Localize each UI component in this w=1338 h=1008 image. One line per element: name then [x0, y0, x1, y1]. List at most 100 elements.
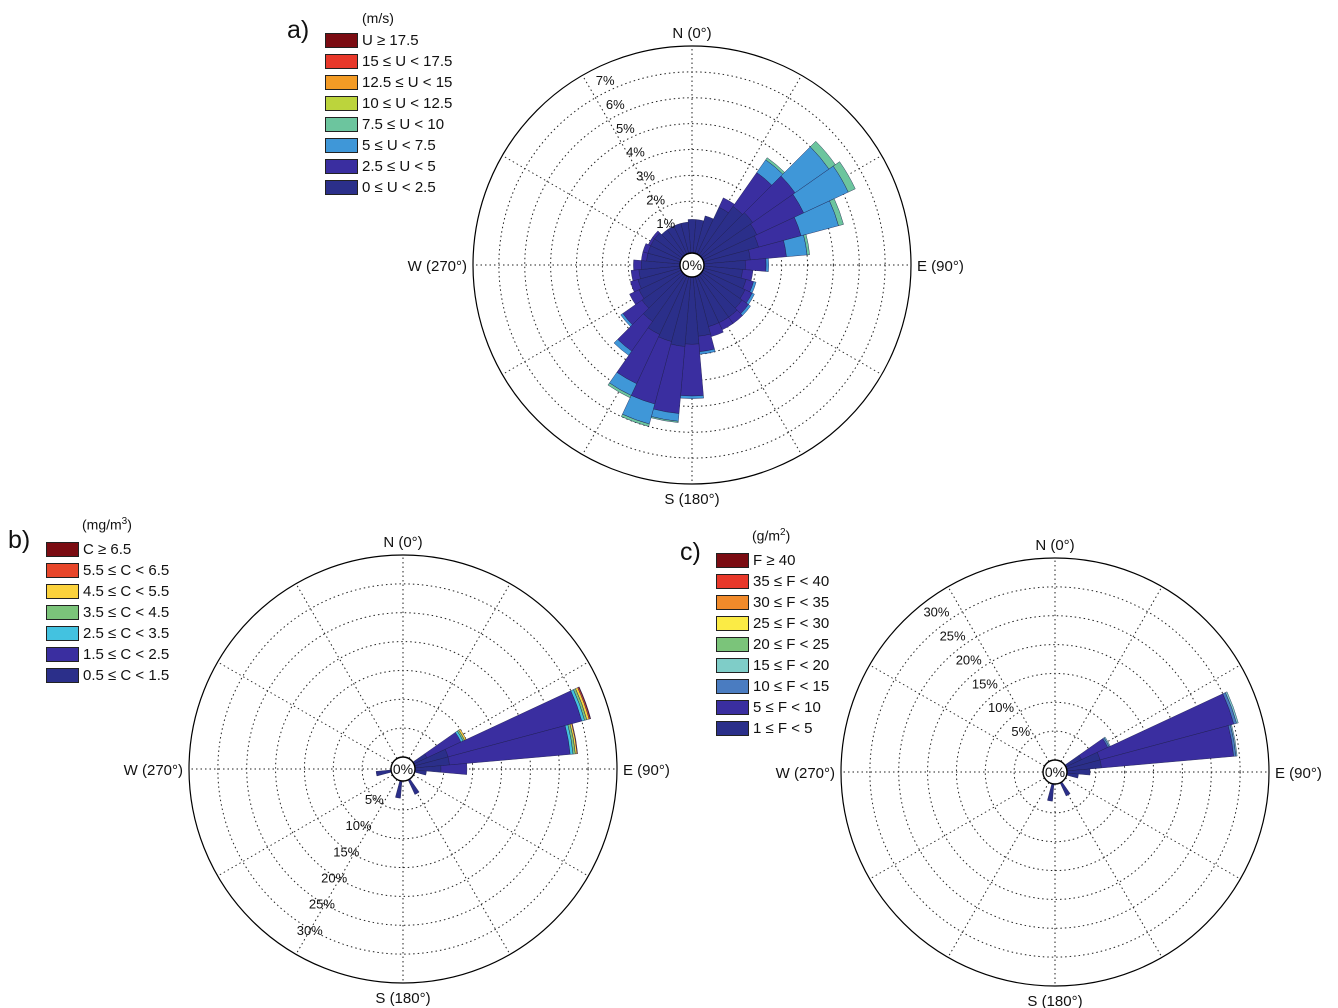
- grid-spoke: [869, 777, 1045, 880]
- legend-swatch: [46, 647, 79, 662]
- rose-bar-segment: [630, 269, 641, 282]
- legend-entry-label: 0.5 ≤ C < 1.5: [83, 667, 170, 684]
- grid-spoke: [869, 664, 1045, 767]
- rose-bar-segment: [829, 198, 844, 226]
- ring-label: 30%: [297, 923, 323, 938]
- legend-swatch: [46, 668, 79, 683]
- rose-bar-segment: [607, 382, 632, 399]
- direction-label-w: W (270°): [124, 762, 183, 779]
- grid-spoke: [582, 75, 687, 255]
- center-hole: [1042, 759, 1068, 785]
- grid-ring: [217, 583, 589, 955]
- legend-swatch: [325, 33, 358, 48]
- legend-entry-label: 0 ≤ U < 2.5: [362, 179, 436, 196]
- legend-entry-label: 1 ≤ F < 5: [753, 720, 813, 737]
- direction-label-s: S (180°): [664, 491, 719, 508]
- direction-label-e: E (90°): [917, 258, 964, 275]
- outer-ring: [188, 554, 618, 984]
- panel-label-c: c): [680, 538, 701, 566]
- rose-bar-segment: [680, 395, 704, 399]
- rose-bar-segment: [1066, 772, 1079, 779]
- legend-entry-label: 12.5 ≤ U < 15: [362, 74, 453, 91]
- center-label: 0%: [393, 761, 413, 777]
- legend-swatch: [46, 542, 79, 557]
- ring-label: 20%: [321, 870, 347, 885]
- grid-ring: [984, 701, 1126, 843]
- legend-entry-label: 2.5 ≤ C < 3.5: [83, 625, 170, 642]
- legend-swatch: [46, 584, 79, 599]
- legend-swatch: [325, 75, 358, 90]
- rose-bar-segment: [407, 778, 420, 795]
- legend-entry-label: 20 ≤ F < 25: [753, 636, 830, 653]
- direction-label-s: S (180°): [1027, 993, 1082, 1008]
- outer-ring: [472, 45, 912, 485]
- legend-entry-label: 3.5 ≤ C < 4.5: [83, 604, 170, 621]
- grid-ring: [332, 698, 474, 840]
- legend-units-a: (m/s): [362, 10, 394, 26]
- center-label: 0%: [682, 257, 702, 273]
- ring-label: 1%: [656, 216, 675, 231]
- wind-rose-1: 0% 1% 2% 3% 4% 5% 6% 7% N (0°) S (180°) E (90°) W (…: [408, 25, 964, 508]
- legend-swatch: [325, 159, 358, 174]
- legend-swatch: [716, 553, 749, 568]
- legend-entry-label: 30 ≤ F < 35: [753, 594, 830, 611]
- wind-rose-2: 0% 5% 10% 15% 20% 25% 30% N (0°) S (180°) E (90°)…: [124, 534, 670, 1007]
- rose-bar-segment: [414, 769, 427, 776]
- ring-label: 20%: [956, 652, 982, 667]
- rose-bar-segment: [395, 780, 403, 799]
- direction-label-w: W (270°): [776, 765, 835, 782]
- ring-label: 5%: [1011, 724, 1030, 739]
- wind-rose-3: 0% 5% 10% 15% 20% 25% 30% N (0°) S (180°) E (90°)…: [776, 537, 1322, 1008]
- center-label: 0%: [1045, 764, 1065, 780]
- legend-c: c) (g/m2) F ≥ 40 35 ≤ F < 40 30 ≤ F < 35…: [680, 527, 880, 747]
- grid-ring: [275, 641, 531, 897]
- rose-bar-segment: [633, 259, 642, 271]
- direction-label-n: N (0°): [383, 534, 422, 551]
- rose-bar-segment: [440, 763, 468, 775]
- legend-swatch: [325, 117, 358, 132]
- legend-entry-label: 10 ≤ F < 15: [753, 678, 830, 695]
- grid-spoke: [697, 275, 802, 455]
- grid-ring: [927, 644, 1183, 900]
- legend-swatch: [325, 138, 358, 153]
- rose-bar-segment: [803, 234, 810, 256]
- direction-label-w: W (270°): [408, 258, 467, 275]
- ring-label: 6%: [606, 97, 625, 112]
- legend-swatch: [325, 180, 358, 195]
- rose-bar-segment: [765, 258, 769, 272]
- ring-label: 5%: [365, 792, 384, 807]
- rose-bar-segment: [652, 230, 661, 240]
- legend-entry-label: 10 ≤ U < 12.5: [362, 95, 453, 112]
- grid-ring: [524, 97, 860, 433]
- legend-swatch: [325, 54, 358, 69]
- center-hole: [679, 252, 705, 278]
- rose-bar-segment: [698, 333, 715, 352]
- rose-bar-segment: [1230, 724, 1238, 757]
- grid-spoke: [697, 75, 802, 255]
- ring-label: 3%: [636, 169, 655, 184]
- legend-entry-label: U ≥ 17.5: [362, 32, 419, 49]
- legend-entry-label: 35 ≤ F < 40: [753, 573, 830, 590]
- direction-label-e: E (90°): [623, 762, 670, 779]
- legend-swatch: [46, 563, 79, 578]
- ring-label: 25%: [309, 897, 335, 912]
- legend-entry-label: 5 ≤ U < 7.5: [362, 137, 436, 154]
- grid-ring: [1013, 730, 1097, 814]
- rose-bar-segment: [578, 686, 591, 720]
- legend-units-c: (g/m2): [752, 527, 791, 544]
- grid-ring: [869, 586, 1241, 958]
- rose-bar-segment: [571, 723, 578, 754]
- direction-label-e: E (90°): [1275, 765, 1322, 782]
- legend-entry-label: 15 ≤ F < 20: [753, 657, 830, 674]
- ring-label: 15%: [333, 844, 359, 859]
- ring-label: 15%: [972, 676, 998, 691]
- legend-a: a) (m/s) U ≥ 17.5 15 ≤ U < 17.5 12.5 ≤ U…: [287, 10, 517, 210]
- rose-bar-segment: [832, 161, 856, 193]
- rose-bar-segment: [1225, 691, 1239, 724]
- rose-bar-segment: [620, 313, 633, 327]
- ring-label: 10%: [988, 700, 1014, 715]
- legend-b: b) (mg/m3) C ≥ 6.5 5.5 ≤ C < 6.5 4.5 ≤ C…: [8, 512, 218, 692]
- ring-label: 7%: [596, 73, 615, 88]
- grid-spoke: [502, 155, 682, 260]
